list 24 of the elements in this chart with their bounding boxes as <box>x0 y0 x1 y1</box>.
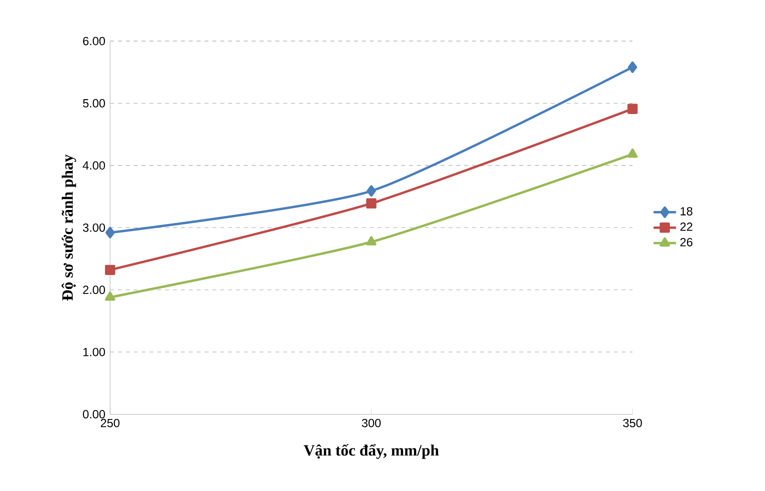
point <box>366 185 376 197</box>
legend-label: 22 <box>680 222 692 231</box>
x-tick-label: 300 <box>362 418 381 428</box>
y-tick-label: 4.00 <box>82 161 105 170</box>
point <box>366 236 376 246</box>
point <box>104 264 116 276</box>
point <box>366 198 376 209</box>
y-tick-label: 2.00 <box>83 286 105 294</box>
y-tick-label: 3.00 <box>82 224 105 232</box>
y-tick-label: 6.00 <box>83 37 105 46</box>
y-tick-label: 5.00 <box>82 99 105 108</box>
point <box>105 226 115 239</box>
x-tick-label: 350 <box>623 418 642 428</box>
point <box>627 148 638 158</box>
legend-label: 26 <box>680 238 692 246</box>
y-tick-label: 1.00 <box>83 348 105 356</box>
legend-label: 18 <box>680 207 692 216</box>
y-axis-title: Độ sơ sước rãnh phay <box>62 154 76 301</box>
x-tick-label: 250 <box>100 418 120 428</box>
x-axis-title: Vận tốc đẩy, mm/ph <box>304 444 439 460</box>
point <box>627 104 638 114</box>
y-tick-label: 0.00 <box>82 410 105 419</box>
point <box>104 292 116 301</box>
point <box>628 62 638 74</box>
